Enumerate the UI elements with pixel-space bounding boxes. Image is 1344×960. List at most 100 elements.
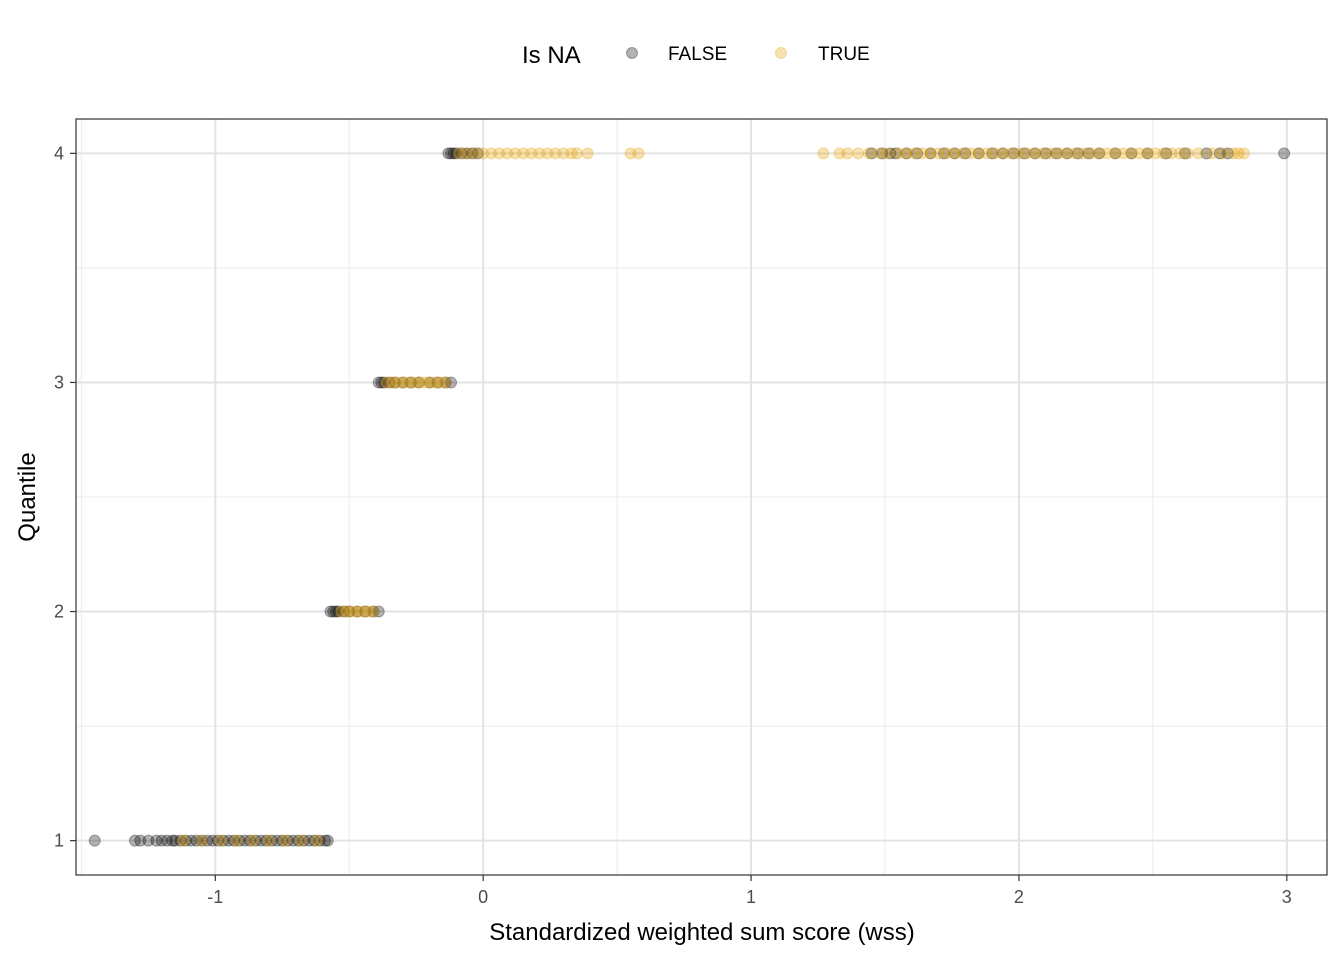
data-point-false — [195, 834, 208, 847]
data-point-true — [311, 834, 324, 847]
data-point-false — [179, 834, 192, 847]
data-point-false — [937, 147, 950, 160]
data-point-false — [286, 834, 299, 847]
data-point-false — [238, 834, 251, 847]
data-point-false — [233, 834, 246, 847]
data-point-false — [332, 605, 345, 618]
data-point-false — [442, 147, 455, 160]
data-point-true — [1205, 147, 1218, 160]
data-point-false — [900, 147, 913, 160]
data-point-false — [303, 834, 316, 847]
data-point-true — [1125, 147, 1138, 160]
data-point-true — [380, 376, 393, 389]
data-point-false — [1071, 147, 1084, 160]
data-point-false — [128, 834, 141, 847]
data-point-false — [396, 376, 409, 389]
data-point-false — [1278, 147, 1291, 160]
grid-major — [76, 119, 1327, 875]
data-point-false — [1007, 147, 1020, 160]
data-point-false — [337, 605, 350, 618]
data-point-true — [996, 147, 1009, 160]
data-point-true — [833, 147, 846, 160]
data-point-false — [228, 834, 241, 847]
data-point-true — [570, 147, 583, 160]
data-point-true — [396, 376, 409, 389]
data-point-true — [517, 147, 530, 160]
data-point-true — [278, 834, 291, 847]
data-point-true — [1117, 147, 1130, 160]
data-point-true — [493, 147, 506, 160]
data-point-true — [525, 147, 538, 160]
data-point-false — [924, 147, 937, 160]
data-point-false — [884, 147, 897, 160]
data-point-false — [996, 147, 1009, 160]
data-point-true — [1053, 147, 1066, 160]
data-point-false — [211, 834, 224, 847]
data-point-true — [1029, 147, 1042, 160]
y-tick-label: 3 — [54, 372, 64, 392]
data-point-true — [195, 834, 208, 847]
data-point-false — [1050, 147, 1063, 160]
data-point-false — [329, 605, 342, 618]
data-point-false — [254, 834, 267, 847]
data-point-true — [1133, 147, 1146, 160]
x-tick-label: 3 — [1282, 887, 1292, 907]
data-point-true — [262, 834, 275, 847]
data-point-false — [161, 834, 174, 847]
data-point-true — [1149, 147, 1162, 160]
data-point-true — [1192, 147, 1205, 160]
data-point-false — [986, 147, 999, 160]
y-tick-label: 1 — [54, 831, 64, 851]
data-point-true — [1181, 147, 1194, 160]
data-point-true — [367, 605, 380, 618]
x-tick-label: 1 — [746, 887, 756, 907]
data-point-false — [445, 376, 458, 389]
x-tick-label: -1 — [207, 887, 223, 907]
data-point-false — [260, 834, 273, 847]
data-point-false — [1221, 147, 1234, 160]
data-point-true — [295, 834, 308, 847]
data-point-true — [1085, 147, 1098, 160]
data-point-false — [1018, 147, 1031, 160]
data-point-false — [155, 834, 168, 847]
data-point-true — [361, 605, 374, 618]
data-point-true — [1109, 147, 1122, 160]
data-point-true — [1093, 147, 1106, 160]
data-point-false — [359, 605, 372, 618]
data-point-false — [1141, 147, 1154, 160]
data-point-true — [980, 147, 993, 160]
data-point-true — [581, 147, 594, 160]
data-point-false — [185, 834, 198, 847]
data-point-false — [313, 834, 326, 847]
data-point-false — [343, 605, 356, 618]
x-tick-label: 0 — [478, 887, 488, 907]
data-point-false — [1082, 147, 1095, 160]
data-point-true — [892, 147, 905, 160]
data-point-true — [852, 147, 865, 160]
legend-label-false: FALSE — [668, 44, 727, 65]
data-point-false — [292, 834, 305, 847]
data-point-true — [549, 147, 562, 160]
data-point-false — [1039, 147, 1052, 160]
x-axis: -1 0 1 2 3 — [207, 875, 1292, 907]
data-point-true — [972, 147, 985, 160]
data-point-false — [249, 834, 262, 847]
data-point-true — [351, 605, 364, 618]
data-point-true — [391, 376, 404, 389]
data-point-false — [281, 834, 294, 847]
data-point-true — [402, 376, 415, 389]
data-point-true — [386, 376, 399, 389]
data-point-true — [501, 147, 514, 160]
x-tick-label: 2 — [1014, 887, 1024, 907]
data-point-false — [461, 147, 474, 160]
data-point-true — [881, 147, 894, 160]
data-point-true — [940, 147, 953, 160]
legend-title: Is NA — [522, 42, 581, 69]
data-point-false — [455, 147, 468, 160]
data-point-false — [1093, 147, 1106, 160]
y-tick-label: 4 — [54, 143, 64, 163]
data-point-false — [911, 147, 924, 160]
data-point-true — [1020, 147, 1033, 160]
data-point-true — [565, 147, 578, 160]
data-point-true — [956, 147, 969, 160]
